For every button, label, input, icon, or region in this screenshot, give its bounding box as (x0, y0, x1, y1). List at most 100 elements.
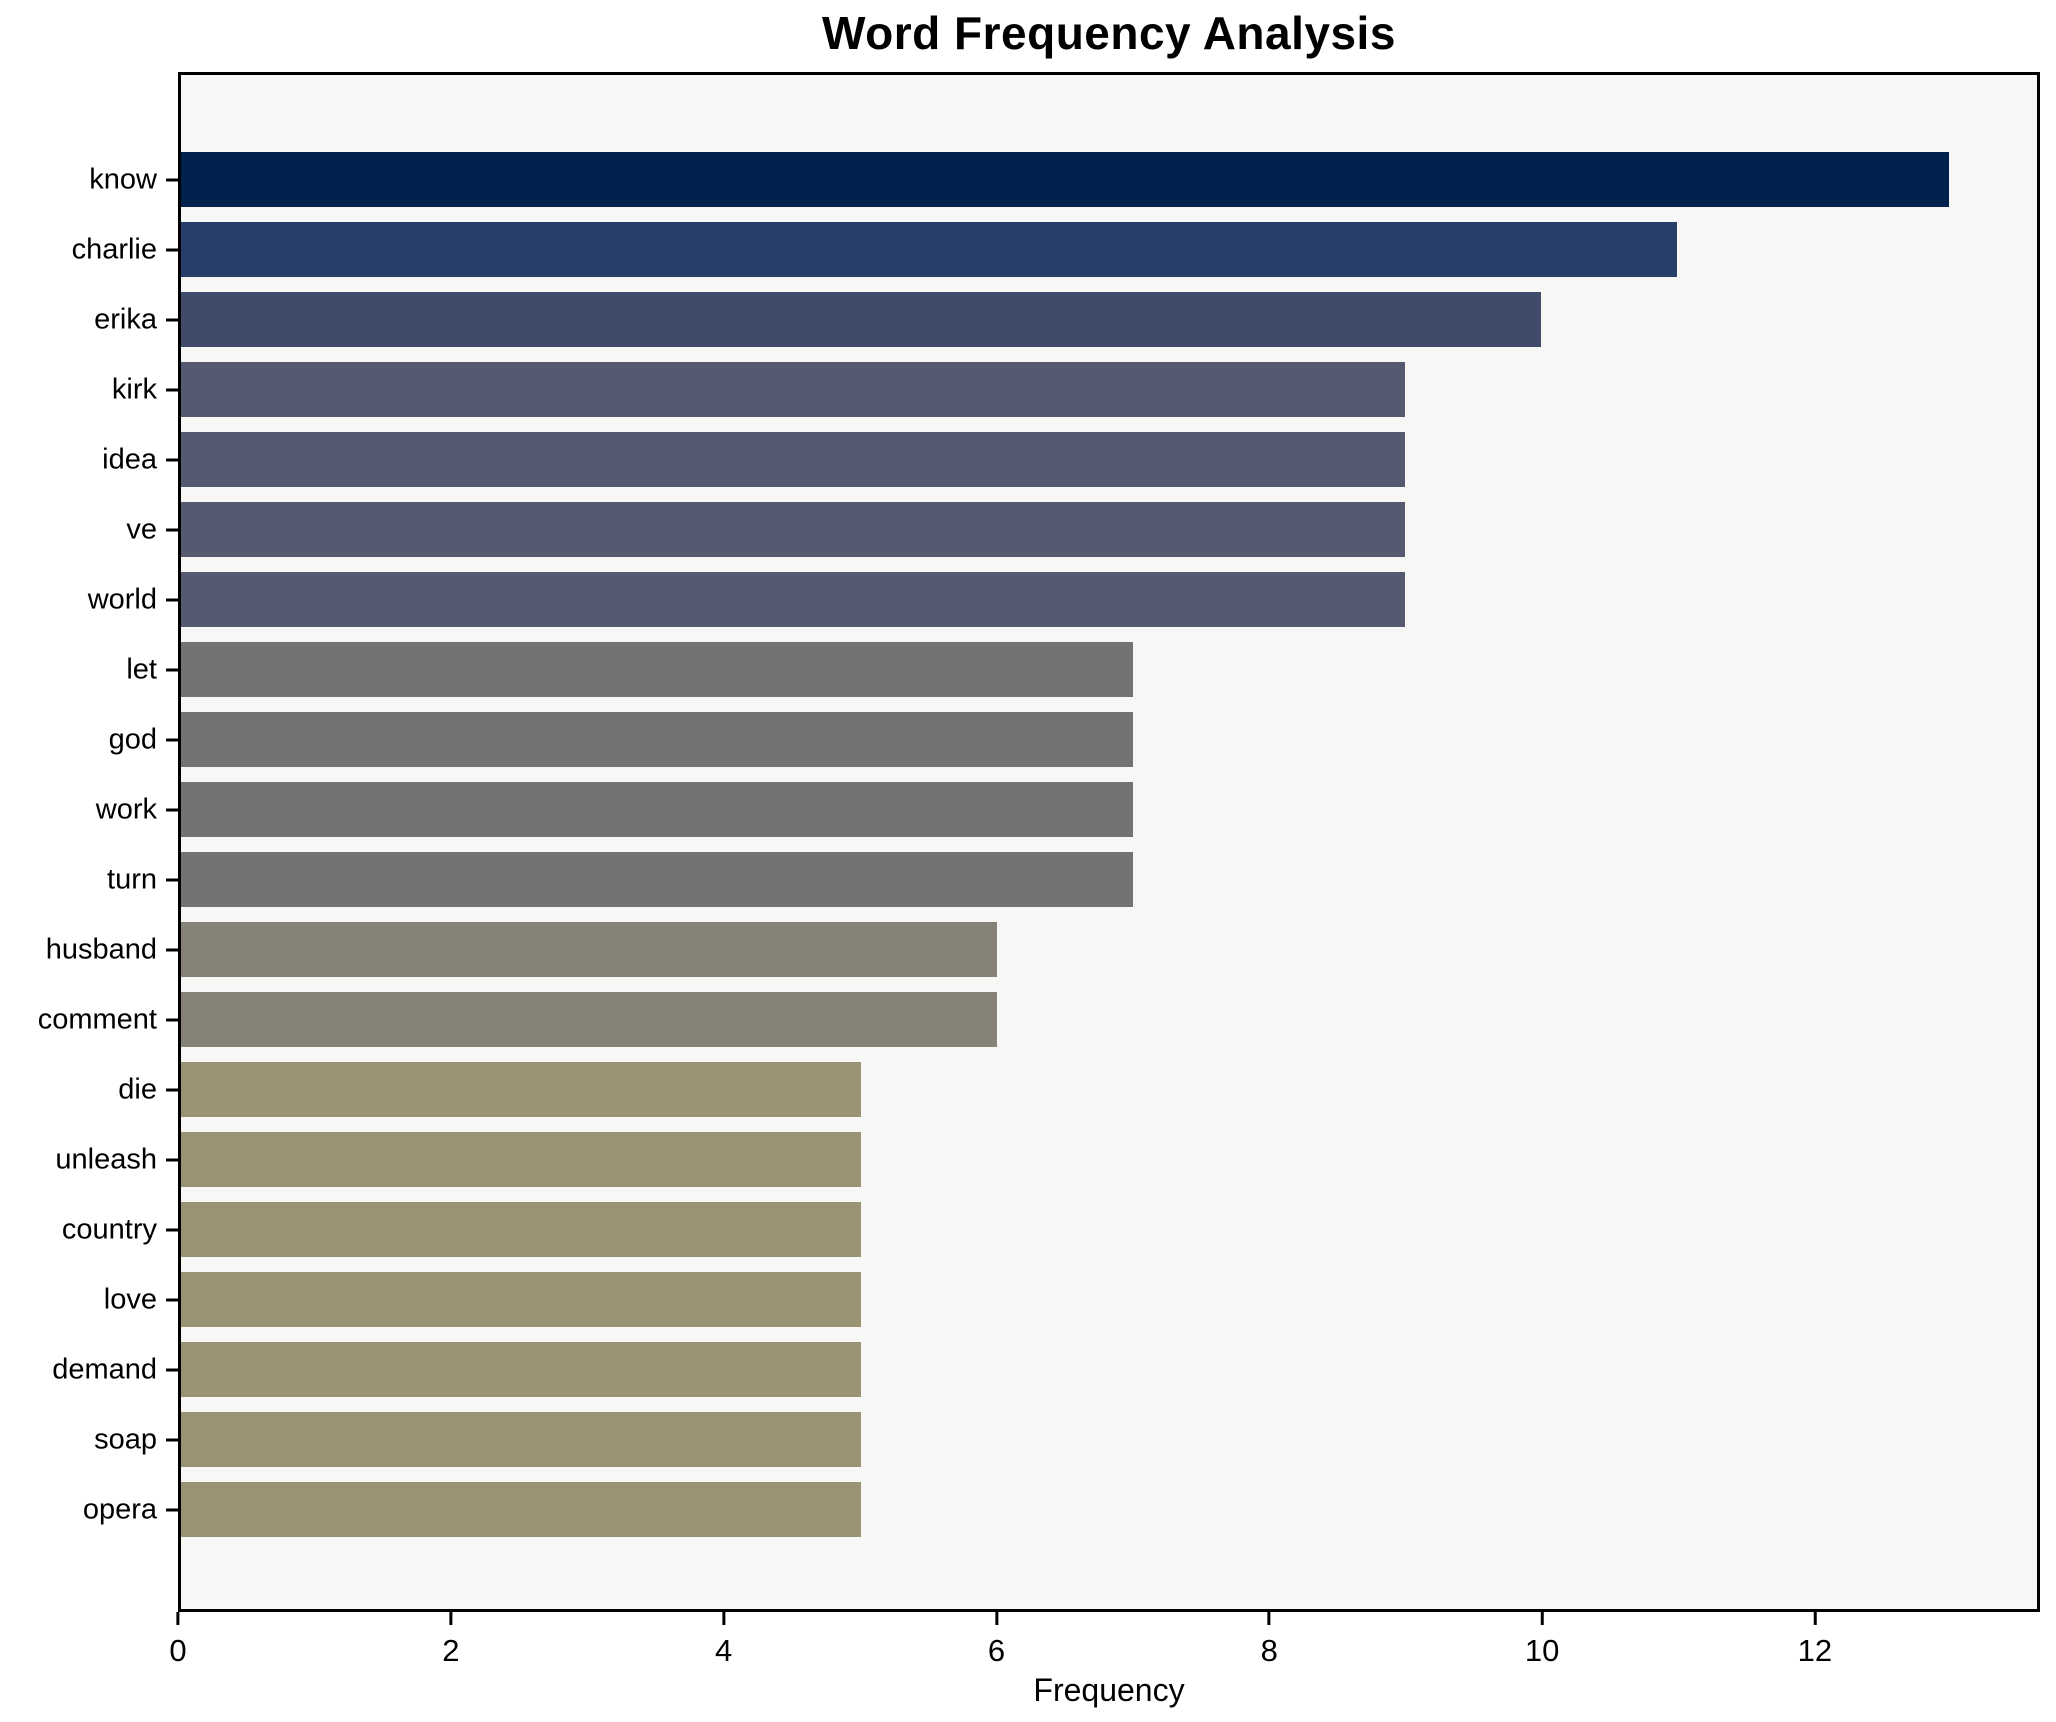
y-tick-mark (166, 598, 178, 602)
chart-row-world: world (88, 565, 2037, 635)
chart-row-god: god (109, 705, 2037, 775)
x-tick-label-4: 4 (715, 1633, 733, 1668)
bar-ve (181, 502, 1405, 557)
y-tick-mark (166, 1438, 178, 1442)
y-tick-label-let: let (126, 653, 157, 686)
chart-row-comment: comment (38, 985, 2037, 1055)
x-tick-10: 10 (1525, 1612, 1559, 1669)
chart-row-husband: husband (46, 915, 2037, 985)
y-tick-label-charlie: charlie (71, 233, 157, 266)
x-tick-6: 6 (988, 1612, 1005, 1669)
y-tick-label-demand: demand (52, 1353, 157, 1386)
chart-row-know: know (89, 145, 2037, 215)
x-tick-12: 12 (1798, 1612, 1832, 1669)
y-tick-mark (166, 1018, 178, 1022)
y-tick-label-country: country (61, 1213, 157, 1246)
chart-row-country: country (62, 1195, 2037, 1265)
chart-row-die: die (118, 1055, 2037, 1125)
y-tick-mark (166, 738, 178, 742)
chart-row-ve: ve (126, 495, 2037, 565)
x-tick-label-0: 0 (169, 1633, 187, 1668)
y-tick-mark (166, 808, 178, 812)
x-tick-mark (1267, 1612, 1271, 1625)
y-tick-mark (166, 388, 178, 392)
chart-row-let: let (126, 635, 2037, 705)
y-tick-label-erika: erika (94, 303, 157, 336)
y-tick-mark (166, 528, 178, 532)
bar-die (181, 1062, 861, 1117)
bar-idea (181, 432, 1405, 487)
y-tick-label-love: love (103, 1283, 157, 1316)
x-tick-label-8: 8 (1260, 1633, 1278, 1668)
bar-know (181, 152, 1949, 207)
y-tick-label-comment: comment (37, 1003, 157, 1036)
chart-row-kirk: kirk (112, 355, 2037, 425)
bar-work (181, 782, 1133, 837)
x-tick-label-6: 6 (987, 1633, 1006, 1668)
x-tick-label-12: 12 (1797, 1633, 1833, 1668)
chart-row-opera: opera (83, 1475, 2037, 1545)
y-tick-label-soap: soap (94, 1423, 157, 1456)
y-tick-label-god: god (108, 723, 157, 756)
bar-god (181, 712, 1133, 767)
x-tick-mark (722, 1612, 726, 1625)
bar-comment (181, 992, 997, 1047)
chart-row-idea: idea (102, 425, 2037, 495)
y-tick-label-world: world (87, 583, 157, 616)
y-tick-mark (166, 318, 178, 322)
bar-love (181, 1272, 861, 1327)
x-tick-2: 2 (442, 1612, 459, 1669)
x-tick-mark (1540, 1612, 1544, 1625)
x-tick-label-10: 10 (1524, 1633, 1560, 1668)
y-tick-mark (166, 458, 178, 462)
y-tick-label-ve: ve (126, 513, 157, 546)
y-tick-mark (166, 1508, 178, 1512)
y-tick-mark (166, 178, 178, 182)
y-tick-label-kirk: kirk (111, 373, 157, 406)
bars-rows: know charlie erika kirk idea ve world let god wor… (38, 75, 2037, 1609)
y-tick-label-idea: idea (102, 443, 157, 476)
y-tick-mark (166, 1088, 178, 1092)
x-tick-label-2: 2 (442, 1633, 460, 1668)
x-tick-mark (994, 1612, 998, 1625)
chart-row-work: work (96, 775, 2037, 845)
x-tick-8: 8 (1261, 1612, 1278, 1669)
chart-title: Word Frequency Analysis (822, 7, 1396, 59)
bar-world (181, 572, 1405, 627)
x-tick-4: 4 (715, 1612, 732, 1669)
y-tick-label-unleash: unleash (55, 1143, 157, 1176)
y-tick-mark (166, 1298, 178, 1302)
y-tick-mark (166, 948, 178, 952)
bar-let (181, 642, 1133, 697)
y-tick-mark (166, 878, 178, 882)
chart-row-erika: erika (94, 285, 2037, 355)
x-axis: 0 2 4 6 8 10 12 (169, 1612, 2040, 1692)
y-tick-mark (166, 1368, 178, 1372)
y-tick-label-die: die (118, 1073, 157, 1106)
chart-row-demand: demand (52, 1335, 2037, 1405)
x-axis-label: Frequency (1033, 1672, 1185, 1708)
chart-row-soap: soap (94, 1405, 2037, 1475)
y-tick-label-husband: husband (45, 933, 157, 966)
y-tick-mark (166, 248, 178, 252)
chart-row-charlie: charlie (72, 215, 2037, 285)
bar-demand (181, 1342, 861, 1397)
bar-unleash (181, 1132, 861, 1187)
x-tick-mark (449, 1612, 453, 1625)
y-tick-label-work: work (95, 793, 157, 826)
y-tick-mark (166, 1158, 178, 1162)
chart-row-love: love (104, 1265, 2037, 1335)
y-tick-mark (166, 1228, 178, 1232)
bar-charlie (181, 222, 1677, 277)
y-tick-mark (166, 668, 178, 672)
plot-area: know charlie erika kirk idea ve world let god wor… (38, 72, 2040, 1612)
bar-country (181, 1202, 861, 1257)
y-tick-label-know: know (89, 163, 157, 196)
bar-husband (181, 922, 997, 977)
x-tick-mark (176, 1612, 180, 1625)
y-tick-label-opera: opera (82, 1493, 157, 1526)
bar-opera (181, 1482, 861, 1537)
bar-erika (181, 292, 1541, 347)
x-tick-mark (1813, 1612, 1817, 1625)
